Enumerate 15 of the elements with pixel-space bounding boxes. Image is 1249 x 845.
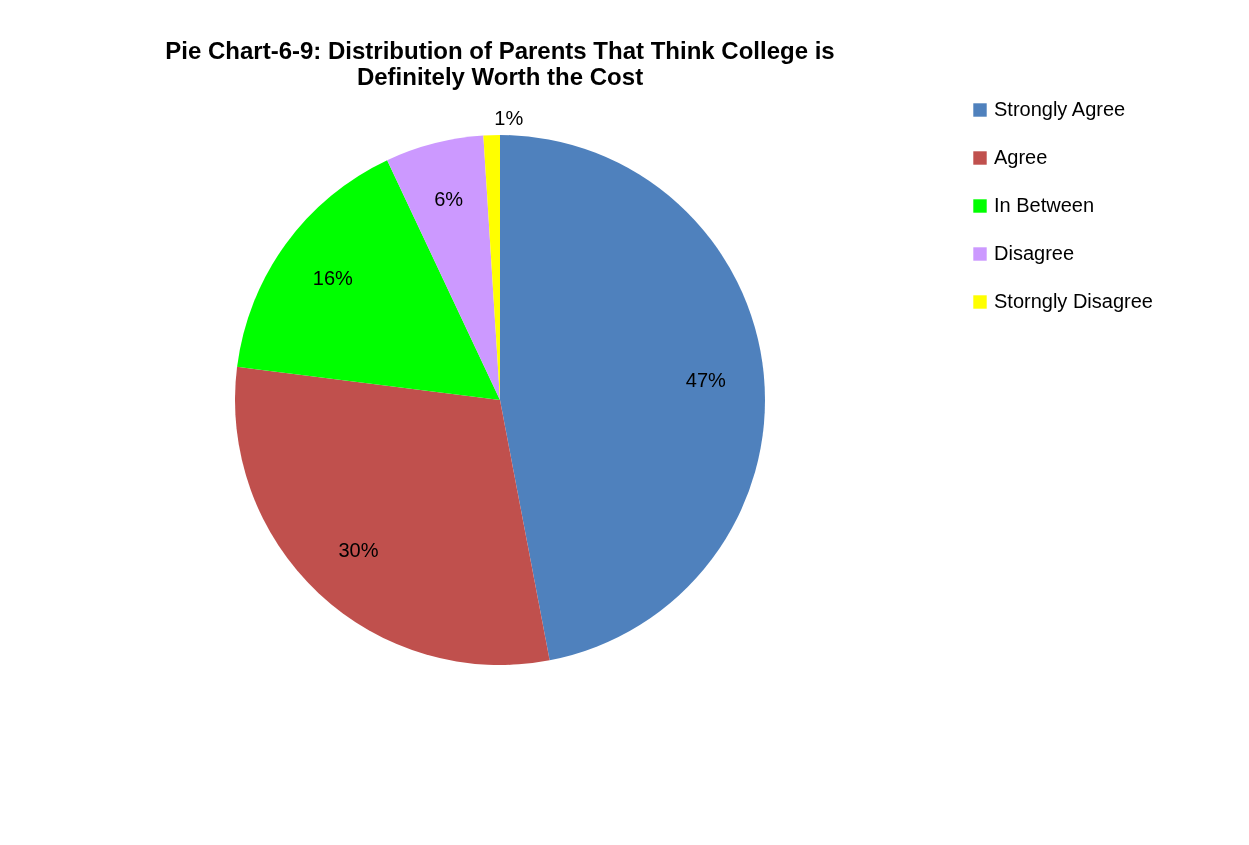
- legend-label: Storngly Disagree: [994, 290, 1153, 312]
- data-label: 47%: [685, 368, 727, 391]
- pie-slice: [387, 135, 500, 400]
- legend-label: In Between: [994, 194, 1095, 216]
- data-label: 16%: [312, 266, 354, 289]
- data-label: 6%: [434, 187, 464, 210]
- legend-label: Disagree: [994, 242, 1075, 264]
- pie-slice: [235, 366, 550, 665]
- legend-label: Agree: [994, 146, 1048, 168]
- data-label: 1%: [494, 107, 524, 130]
- pie-slice: [237, 160, 500, 400]
- legend-label: Strongly Agree: [994, 98, 1126, 120]
- pie-slice: [500, 135, 765, 661]
- data-label: 30%: [338, 538, 379, 561]
- chart-title: Pie Chart-6-9: Distribution of Parents That Think College is Definitely Worth the Cost: [165, 37, 835, 90]
